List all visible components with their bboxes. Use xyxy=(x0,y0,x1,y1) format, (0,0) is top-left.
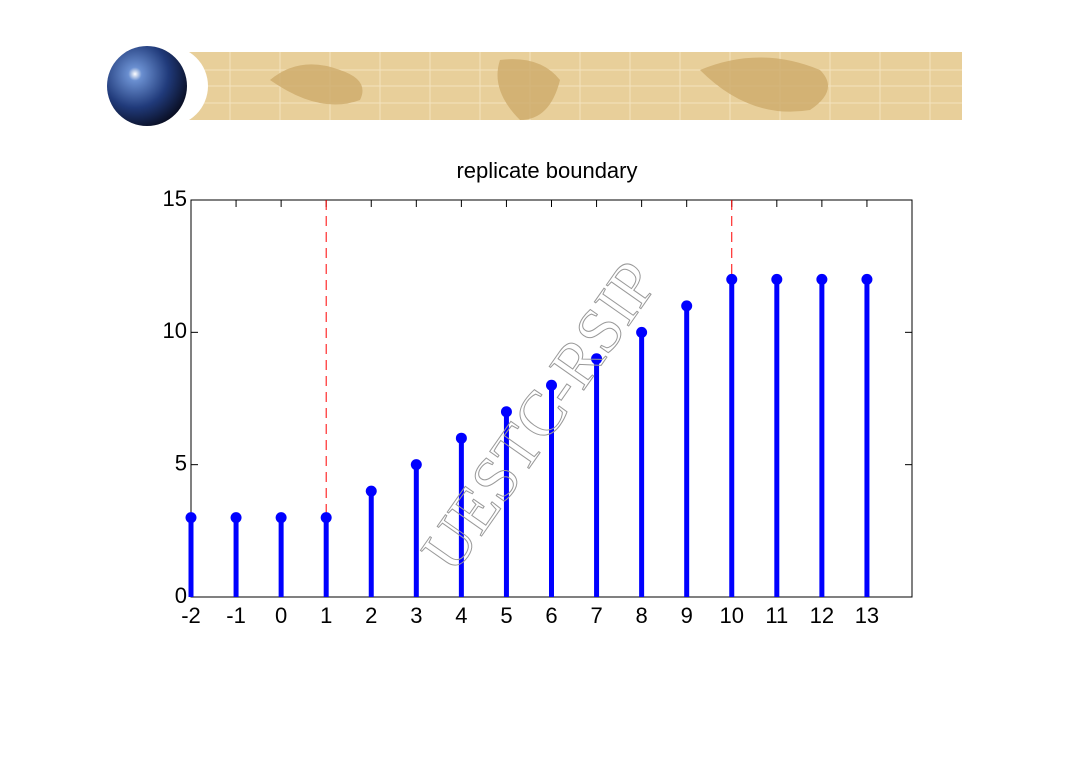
stem-marker xyxy=(861,273,873,285)
x-tick-label: 4 xyxy=(455,603,467,628)
x-tick-label: 0 xyxy=(275,603,287,628)
stem-marker xyxy=(636,326,648,338)
x-tick-label: -2 xyxy=(181,603,201,628)
stem-marker xyxy=(771,273,783,285)
stem-marker xyxy=(320,512,332,524)
x-tick-label: 7 xyxy=(590,603,602,628)
x-tick-label: 13 xyxy=(855,603,879,628)
banner xyxy=(107,46,962,126)
stem-marker xyxy=(365,485,377,497)
map-land xyxy=(270,57,828,120)
stem-marker xyxy=(500,406,512,418)
stem-marker xyxy=(275,512,287,524)
stem-marker xyxy=(185,512,197,524)
y-tick-label: 5 xyxy=(175,450,187,475)
y-tick-label: 15 xyxy=(163,186,187,211)
x-tick-label: 11 xyxy=(765,603,788,628)
stem-marker xyxy=(455,432,467,444)
stem-marker xyxy=(546,379,557,391)
y-tick-label: 0 xyxy=(175,583,187,608)
stem-marker xyxy=(230,512,242,524)
stem-marker xyxy=(816,273,828,285)
globe xyxy=(107,46,187,126)
x-tick-label: 6 xyxy=(545,603,557,628)
x-tick-label: 5 xyxy=(500,603,512,628)
x-tick-label: 3 xyxy=(410,603,422,628)
x-tick-label: 2 xyxy=(365,603,377,628)
x-tick-label: 9 xyxy=(681,603,693,628)
y-tick-label: 10 xyxy=(163,318,187,343)
x-tick-label: 10 xyxy=(720,603,744,628)
x-tick-label: -1 xyxy=(226,603,246,628)
x-tick-label: 1 xyxy=(320,603,332,628)
stem-marker xyxy=(726,273,738,285)
stem-marker xyxy=(591,353,603,365)
chart-title: replicate boundary xyxy=(456,158,637,183)
x-tick-label: 8 xyxy=(636,603,648,628)
stem-marker xyxy=(410,459,422,471)
watermark: UESTC-RSIP xyxy=(407,249,671,584)
x-tick-label: 12 xyxy=(810,603,834,628)
stem-marker xyxy=(681,300,693,312)
